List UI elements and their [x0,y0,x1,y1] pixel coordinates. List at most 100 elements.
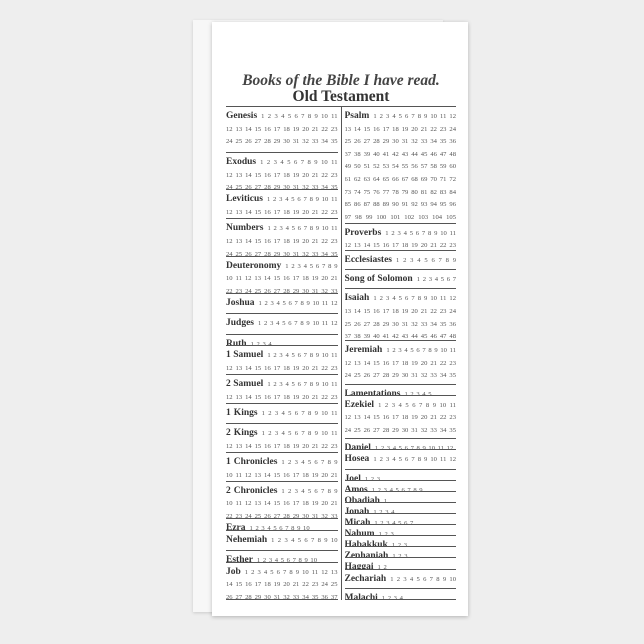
book-entry: Ezra 1 2 3 4 5 6 7 8 9 10 [226,519,338,531]
book-entry: 1 Samuel 1 2 3 4 5 6 7 8 9 10 11 12 13 14… [226,346,338,376]
chapter-numbers: 1 2 3 [378,531,394,537]
book-name: Ezekiel [344,399,375,410]
chapter-numbers: 1 2 [377,564,387,570]
book-entry: Job 1 2 3 4 5 6 7 8 9 10 11 12 13 14 15 1… [226,563,338,601]
chapter-numbers: 1 2 3 4 5 6 7 8 9 10 11 12 13 14 15 16 1… [226,458,338,479]
book-entry: Micah 1 2 3 4 5 6 7 [344,514,456,526]
chapter-numbers: 1 2 3 4 5 6 7 8 9 10 11 12 13 14 15 16 1… [226,159,338,191]
book-entry: Lamentations 1 2 3 4 5 [344,385,456,396]
book-columns: Genesis 1 2 3 4 5 6 7 8 9 10 11 12 13 14 … [226,107,457,601]
book-entry: Ezekiel 1 2 3 4 5 6 7 8 9 10 11 12 13 14 … [344,396,457,440]
chapter-numbers: 1 2 3 [391,542,407,548]
book-name: Exodus [226,157,257,168]
card-subtitle: Old Testament [226,89,456,107]
chapter-numbers: 1 2 3 4 [381,594,403,600]
book-name: Ezra [226,523,246,531]
chapter-numbers: 1 2 3 4 5 6 7 8 [416,276,456,284]
chapter-numbers: 1 2 3 4 5 6 7 8 9 10 11 12 13 14 [390,575,456,583]
chapter-numbers: 1 2 3 4 5 6 7 8 9 10 11 12 13 14 15 16 1… [226,487,338,520]
chapter-numbers: 1 2 3 4 5 [404,390,432,396]
book-entry: Nahum 1 2 3 [344,525,456,537]
book-name: Hosea [344,454,370,465]
chapter-numbers: 1 2 3 4 5 6 7 8 9 10 11 12 13 14 15 16 1… [344,295,457,341]
chapter-numbers: 1 2 3 4 5 6 7 8 9 10 11 12 13 14 15 16 1… [226,568,338,601]
book-name: Deuteronomy [226,260,282,271]
book-name: Ruth [226,338,247,347]
book-name: Proverbs [344,227,382,238]
book-name: Joel [344,473,361,481]
book-entry: 2 Chronicles 1 2 3 4 5 6 7 8 9 10 11 12 1… [226,482,338,520]
book-name: Numbers [226,223,264,234]
book-entry: Leviticus 1 2 3 4 5 6 7 8 9 10 11 12 13 1… [226,190,338,220]
book-entry: Genesis 1 2 3 4 5 6 7 8 9 10 11 12 13 14 … [226,107,338,154]
book-name: Esther [226,555,253,563]
chapter-numbers: 1 2 3 [364,475,381,481]
book-name: Obadiah [344,495,380,503]
book-entry: Zephaniah 1 2 3 [344,547,456,559]
book-name: 1 Kings [226,407,258,418]
book-name: Daniel [344,443,371,451]
book-entry: Haggai 1 2 [344,558,456,570]
book-entry: Malachi 1 2 3 4 [344,589,456,600]
chapter-numbers: 1 2 3 4 5 6 7 8 9 10 11 12 13 14 [373,456,456,464]
book-name: Zephaniah [344,551,389,559]
book-name: Isaiah [344,293,370,304]
book-entry: Ruth 1 2 3 4 [226,335,338,347]
chapter-numbers: 1 2 3 4 5 6 7 8 9 10 11 12 13 14 15 16 1… [226,113,338,152]
left-column: Genesis 1 2 3 4 5 6 7 8 9 10 11 12 13 14 … [226,107,342,601]
book-entry: Psalm 1 2 3 4 5 6 7 8 9 10 11 12 13 14 15… [344,107,457,224]
book-name: Leviticus [226,194,263,205]
chapter-numbers: 1 2 3 4 5 6 7 8 9 [371,486,423,492]
book-name: Psalm [344,111,370,121]
book-name: 2 Chronicles [226,485,278,496]
book-name: 1 Samuel [226,350,264,361]
chapter-numbers: 1 2 3 4 5 6 7 8 9 10 11 12 13 [226,536,338,550]
card-title: Books of the Bible I have read. [242,72,440,89]
chapter-numbers: 1 2 3 4 5 6 7 8 9 10 11 12 13 14 15 16 1… [226,381,338,401]
book-name: Nehemiah [226,534,268,545]
book-name: Malachi [344,592,378,600]
book-name: Judges [226,318,254,329]
book-entry: Esther 1 2 3 4 5 6 7 8 9 10 [226,551,338,563]
book-entry: Jeremiah 1 2 3 4 5 6 7 8 9 10 11 12 13 14… [344,341,457,385]
chapter-numbers: 1 2 3 4 5 6 7 8 9 10 11 12 13 14 15 16 1… [226,225,338,257]
chapter-numbers: 1 2 3 4 5 6 7 8 9 10 11 12 13 14 15 16 1… [226,409,338,423]
book-name: 2 Kings [226,428,258,439]
book-entry: Isaiah 1 2 3 4 5 6 7 8 9 10 11 12 13 14 1… [344,289,457,342]
book-name: Job [226,566,241,577]
book-entry: Habakkuk 1 2 3 [344,536,456,548]
book-name: Amos [344,484,368,492]
book-name: Micah [344,518,371,526]
chapter-numbers: 1 2 3 4 [373,508,395,515]
chapter-numbers: 1 2 3 4 5 6 7 8 9 10 11 12 13 14 15 16 1… [226,430,338,450]
book-name: Nahum [344,529,375,537]
right-column: Psalm 1 2 3 4 5 6 7 8 9 10 11 12 13 14 15… [342,107,457,600]
book-entry: Proverbs 1 2 3 4 5 6 7 8 9 10 11 12 13 14… [344,224,457,251]
book-name: Lamentations [344,388,401,396]
chapter-numbers: 1 2 3 4 5 6 7 8 9 10 11 12 13 14 15 16 1… [226,352,338,372]
chapter-numbers: 1 2 3 4 5 6 7 8 9 10 11 12 [396,256,456,264]
book-entry: Obadiah 1 [344,492,456,503]
chapter-numbers: 1 2 3 4 5 6 7 8 9 10 11 12 13 14 15 16 1… [344,347,457,380]
book-name: Haggai [344,562,374,570]
book-name: Song of Solomon [344,274,413,285]
book-name: 2 Samuel [226,379,264,390]
chapter-numbers: 1 2 3 4 5 6 7 8 9 10 11 12 13 14 15 16 1… [226,300,338,313]
chapter-numbers: 1 [383,497,388,503]
chapter-numbers: 1 2 3 4 5 6 7 8 9 10 11 12 13 14 15 16 1… [226,320,338,333]
chapter-numbers: 1 2 3 4 5 6 7 8 9 10 11 12 13 14 15 16 1… [344,401,457,434]
chapter-numbers: 1 2 3 4 5 6 7 8 9 10 11 12 13 14 15 16 1… [226,262,338,295]
chapter-numbers: 1 2 3 4 5 6 7 [374,520,414,526]
book-name: 1 Chronicles [226,456,278,467]
book-entry: Numbers 1 2 3 4 5 6 7 8 9 10 11 12 13 14 … [226,219,338,257]
chapter-numbers: 1 2 3 4 5 6 7 8 9 10 11 12 13 14 15 16 1… [344,229,457,250]
book-entry: Daniel 1 2 3 4 5 6 7 8 9 10 11 12 [344,439,456,451]
book-entry: 1 Chronicles 1 2 3 4 5 6 7 8 9 10 11 12 1… [226,453,338,482]
book-name: Jeremiah [344,345,383,356]
book-entry: 2 Samuel 1 2 3 4 5 6 7 8 9 10 11 12 13 14… [226,375,338,404]
chapter-numbers: 1 2 3 4 5 6 7 8 9 10 11 12 13 14 15 16 1… [344,113,457,221]
